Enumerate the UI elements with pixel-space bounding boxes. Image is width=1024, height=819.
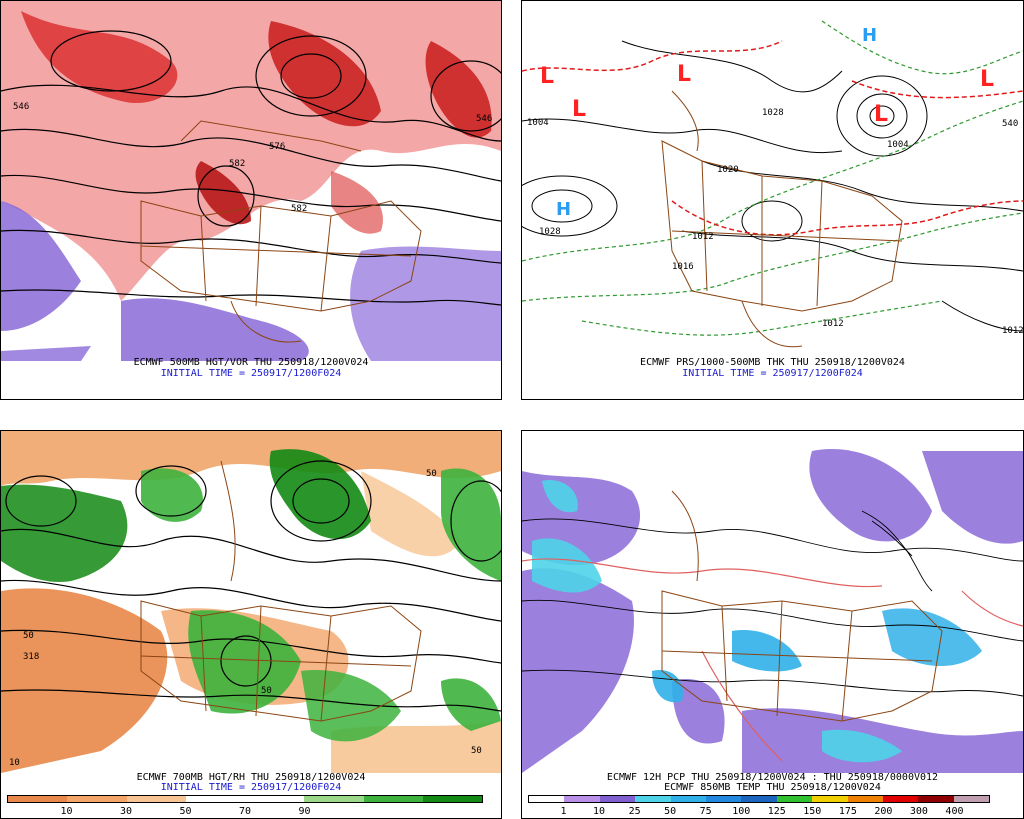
rh-colorbar-ticks: 10 30 50 70 90 xyxy=(7,806,483,818)
colorbar-tick-label: 90 xyxy=(298,806,311,817)
contour-label: 540 xyxy=(1002,119,1018,129)
contour-label: 10 xyxy=(9,758,20,768)
contour-label: 1012 xyxy=(692,232,714,242)
colorbar-swatch xyxy=(564,796,600,802)
colorbar-tick-label: 125 xyxy=(767,806,786,817)
panel-pressure-thickness: L L L L L H H 1004 1028 1020 1028 1004 1… xyxy=(521,0,1024,400)
colorbar-swatch xyxy=(882,796,919,802)
colorbar-swatch xyxy=(67,796,127,802)
colorbar-swatch xyxy=(776,796,813,802)
colorbar-swatch xyxy=(422,796,482,802)
colorbar-tick-label: 75 xyxy=(699,806,712,817)
panel-500mb-hgt-vor: 546 582 582 546 576 ECMWF 500MB HGT/VOR … xyxy=(0,0,502,400)
high-pressure-symbol: H xyxy=(862,25,877,46)
colorbar-tick-label: 150 xyxy=(803,806,822,817)
precip-colorbar-ticks: 1 10 25 50 75 100 125 150 175 200 300 400 xyxy=(528,806,990,818)
contour-label: 1004 xyxy=(887,140,909,150)
colorbar-swatch xyxy=(847,796,883,802)
colorbar-tick-label: 25 xyxy=(628,806,641,817)
colorbar-swatch xyxy=(8,796,68,802)
contour-label: 1028 xyxy=(539,227,561,237)
contour-label: 1020 xyxy=(717,165,739,175)
colorbar-swatch xyxy=(812,796,848,802)
colorbar-tick-label: 300 xyxy=(909,806,928,817)
contour-label: 50 xyxy=(23,631,34,641)
initial-time: INITIAL TIME = 250917/1200F024 xyxy=(160,782,342,793)
colorbar-swatch xyxy=(304,796,364,802)
rh-colorbar xyxy=(7,795,483,803)
panel-title: ECMWF 700MB HGT/RH THU 250918/1200V024 xyxy=(136,772,366,783)
low-pressure-symbol: L xyxy=(677,62,691,87)
colorbar-swatch xyxy=(705,796,742,802)
panel-precip-850mb-temp: ECMWF 12H PCP THU 250918/1200V024 : THU … xyxy=(521,430,1024,819)
panel-700mb-hgt-rh: 50 50 318 50 10 50 ECMWF 700MB HGT/RH TH… xyxy=(0,430,502,819)
colorbar-swatch xyxy=(918,796,954,802)
low-pressure-symbol: L xyxy=(980,67,994,92)
map-precipitation xyxy=(522,431,1023,773)
panel-subtitle: ECMWF 850MB TEMP THU 250918/1200V024 xyxy=(664,782,881,793)
panel-title: ECMWF 12H PCP THU 250918/1200V024 : THU … xyxy=(606,772,939,783)
colorbar-swatch xyxy=(245,796,305,802)
colorbar-swatch xyxy=(363,796,423,802)
colorbar-tick-label: 70 xyxy=(238,806,252,817)
colorbar-swatch xyxy=(529,796,565,802)
colorbar-tick-label: 175 xyxy=(838,806,857,817)
contour-label: 1028 xyxy=(762,108,784,118)
colorbar-swatch xyxy=(599,796,636,802)
low-pressure-symbol: L xyxy=(874,102,888,127)
colorbar-swatch xyxy=(741,796,777,802)
contour-label: 582 xyxy=(229,159,245,169)
colorbar-swatch xyxy=(185,796,245,802)
colorbar-tick-label: 200 xyxy=(874,806,893,817)
panel-title: ECMWF 500MB HGT/VOR THU 250918/1200V024 xyxy=(133,357,369,368)
colorbar-swatch xyxy=(635,796,671,802)
colorbar-tick-label: 100 xyxy=(732,806,751,817)
initial-time: INITIAL TIME = 250917/1200F024 xyxy=(682,368,863,379)
colorbar-tick-label: 50 xyxy=(179,806,192,817)
colorbar-swatch xyxy=(670,796,706,802)
colorbar-tick-label: 1 xyxy=(560,806,567,817)
contour-label: 1016 xyxy=(672,262,694,272)
low-pressure-symbol: L xyxy=(540,64,554,89)
high-pressure-symbol: H xyxy=(556,199,571,220)
colorbar-swatch xyxy=(953,796,990,802)
low-pressure-symbol: L xyxy=(572,97,586,122)
initial-time: INITIAL TIME = 250917/1200F024 xyxy=(160,368,342,379)
map-700mb-humidity: 50 50 318 50 10 50 xyxy=(1,431,501,773)
colorbar-tick-label: 10 xyxy=(593,806,606,817)
contour-label: 576 xyxy=(269,142,285,152)
map-pressure-thickness: L L L L L H H 1004 1028 1020 1028 1004 1… xyxy=(522,1,1023,399)
map-500mb-vorticity: 546 582 582 546 576 xyxy=(1,1,501,399)
contour-label: 50 xyxy=(426,469,437,479)
contour-label: 1004 xyxy=(527,118,549,128)
panel-title: ECMWF PRS/1000-500MB THK THU 250918/1200… xyxy=(640,357,905,368)
colorbar-tick-label: 50 xyxy=(664,806,677,817)
colorbar-tick-label: 10 xyxy=(60,806,73,817)
contour-label: 546 xyxy=(476,114,492,124)
contour-label: 50 xyxy=(261,686,272,696)
contour-label: 50 xyxy=(471,746,482,756)
contour-label: 318 xyxy=(23,652,39,662)
contour-label: 582 xyxy=(291,204,307,214)
colorbar-swatch xyxy=(126,796,186,802)
contour-label: 546 xyxy=(13,102,29,112)
colorbar-tick-label: 30 xyxy=(119,806,133,817)
contour-label: 1012 xyxy=(822,319,844,329)
precip-colorbar xyxy=(528,795,990,803)
colorbar-tick-label: 400 xyxy=(945,806,964,817)
contour-label: 1012 xyxy=(1002,326,1023,336)
